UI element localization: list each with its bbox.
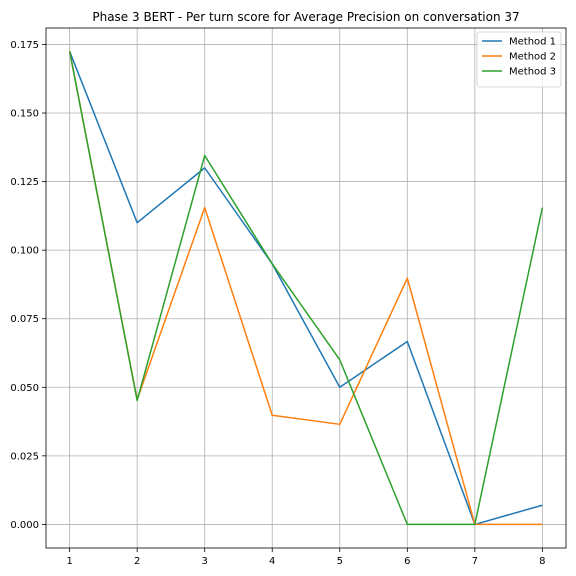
grid-lines — [46, 28, 566, 548]
y-tick-label: 0.025 — [10, 451, 39, 462]
x-tick-label: 6 — [404, 556, 410, 567]
x-axis-ticks: 1 2 3 4 5 6 7 8 — [66, 548, 546, 567]
series-line-method-2 — [68, 51, 543, 526]
y-tick-label: 0.050 — [10, 383, 39, 394]
x-tick-label: 3 — [202, 556, 208, 567]
x-tick-label: 4 — [269, 556, 275, 567]
legend: Method 1 Method 2 Method 3 — [476, 31, 562, 88]
y-axis-ticks: 0.000 0.025 0.050 0.075 0.100 0.125 0.150 0.175 — [10, 40, 46, 531]
legend-box — [476, 31, 562, 88]
x-tick-label: 5 — [337, 556, 343, 567]
series-lines — [68, 51, 544, 526]
x-tick-label: 1 — [66, 556, 72, 567]
y-tick-label: 0.100 — [10, 246, 39, 257]
legend-label: Method 2 — [509, 52, 556, 63]
y-tick-label: 0.150 — [10, 109, 39, 120]
y-tick-label: 0.000 — [10, 520, 39, 531]
x-tick-label: 7 — [472, 556, 478, 567]
x-tick-label: 8 — [539, 556, 545, 567]
legend-label: Method 1 — [509, 37, 556, 48]
legend-label: Method 3 — [509, 67, 556, 78]
x-tick-label: 2 — [134, 556, 140, 567]
plot-frame — [45, 27, 567, 549]
y-tick-label: 0.075 — [10, 314, 39, 325]
y-tick-label: 0.175 — [10, 40, 39, 51]
chart-title: Phase 3 BERT - Per turn score for Averag… — [92, 10, 519, 24]
series-line-method-3 — [68, 51, 544, 526]
y-tick-label: 0.125 — [10, 177, 39, 188]
series-line-method-1 — [68, 51, 543, 526]
